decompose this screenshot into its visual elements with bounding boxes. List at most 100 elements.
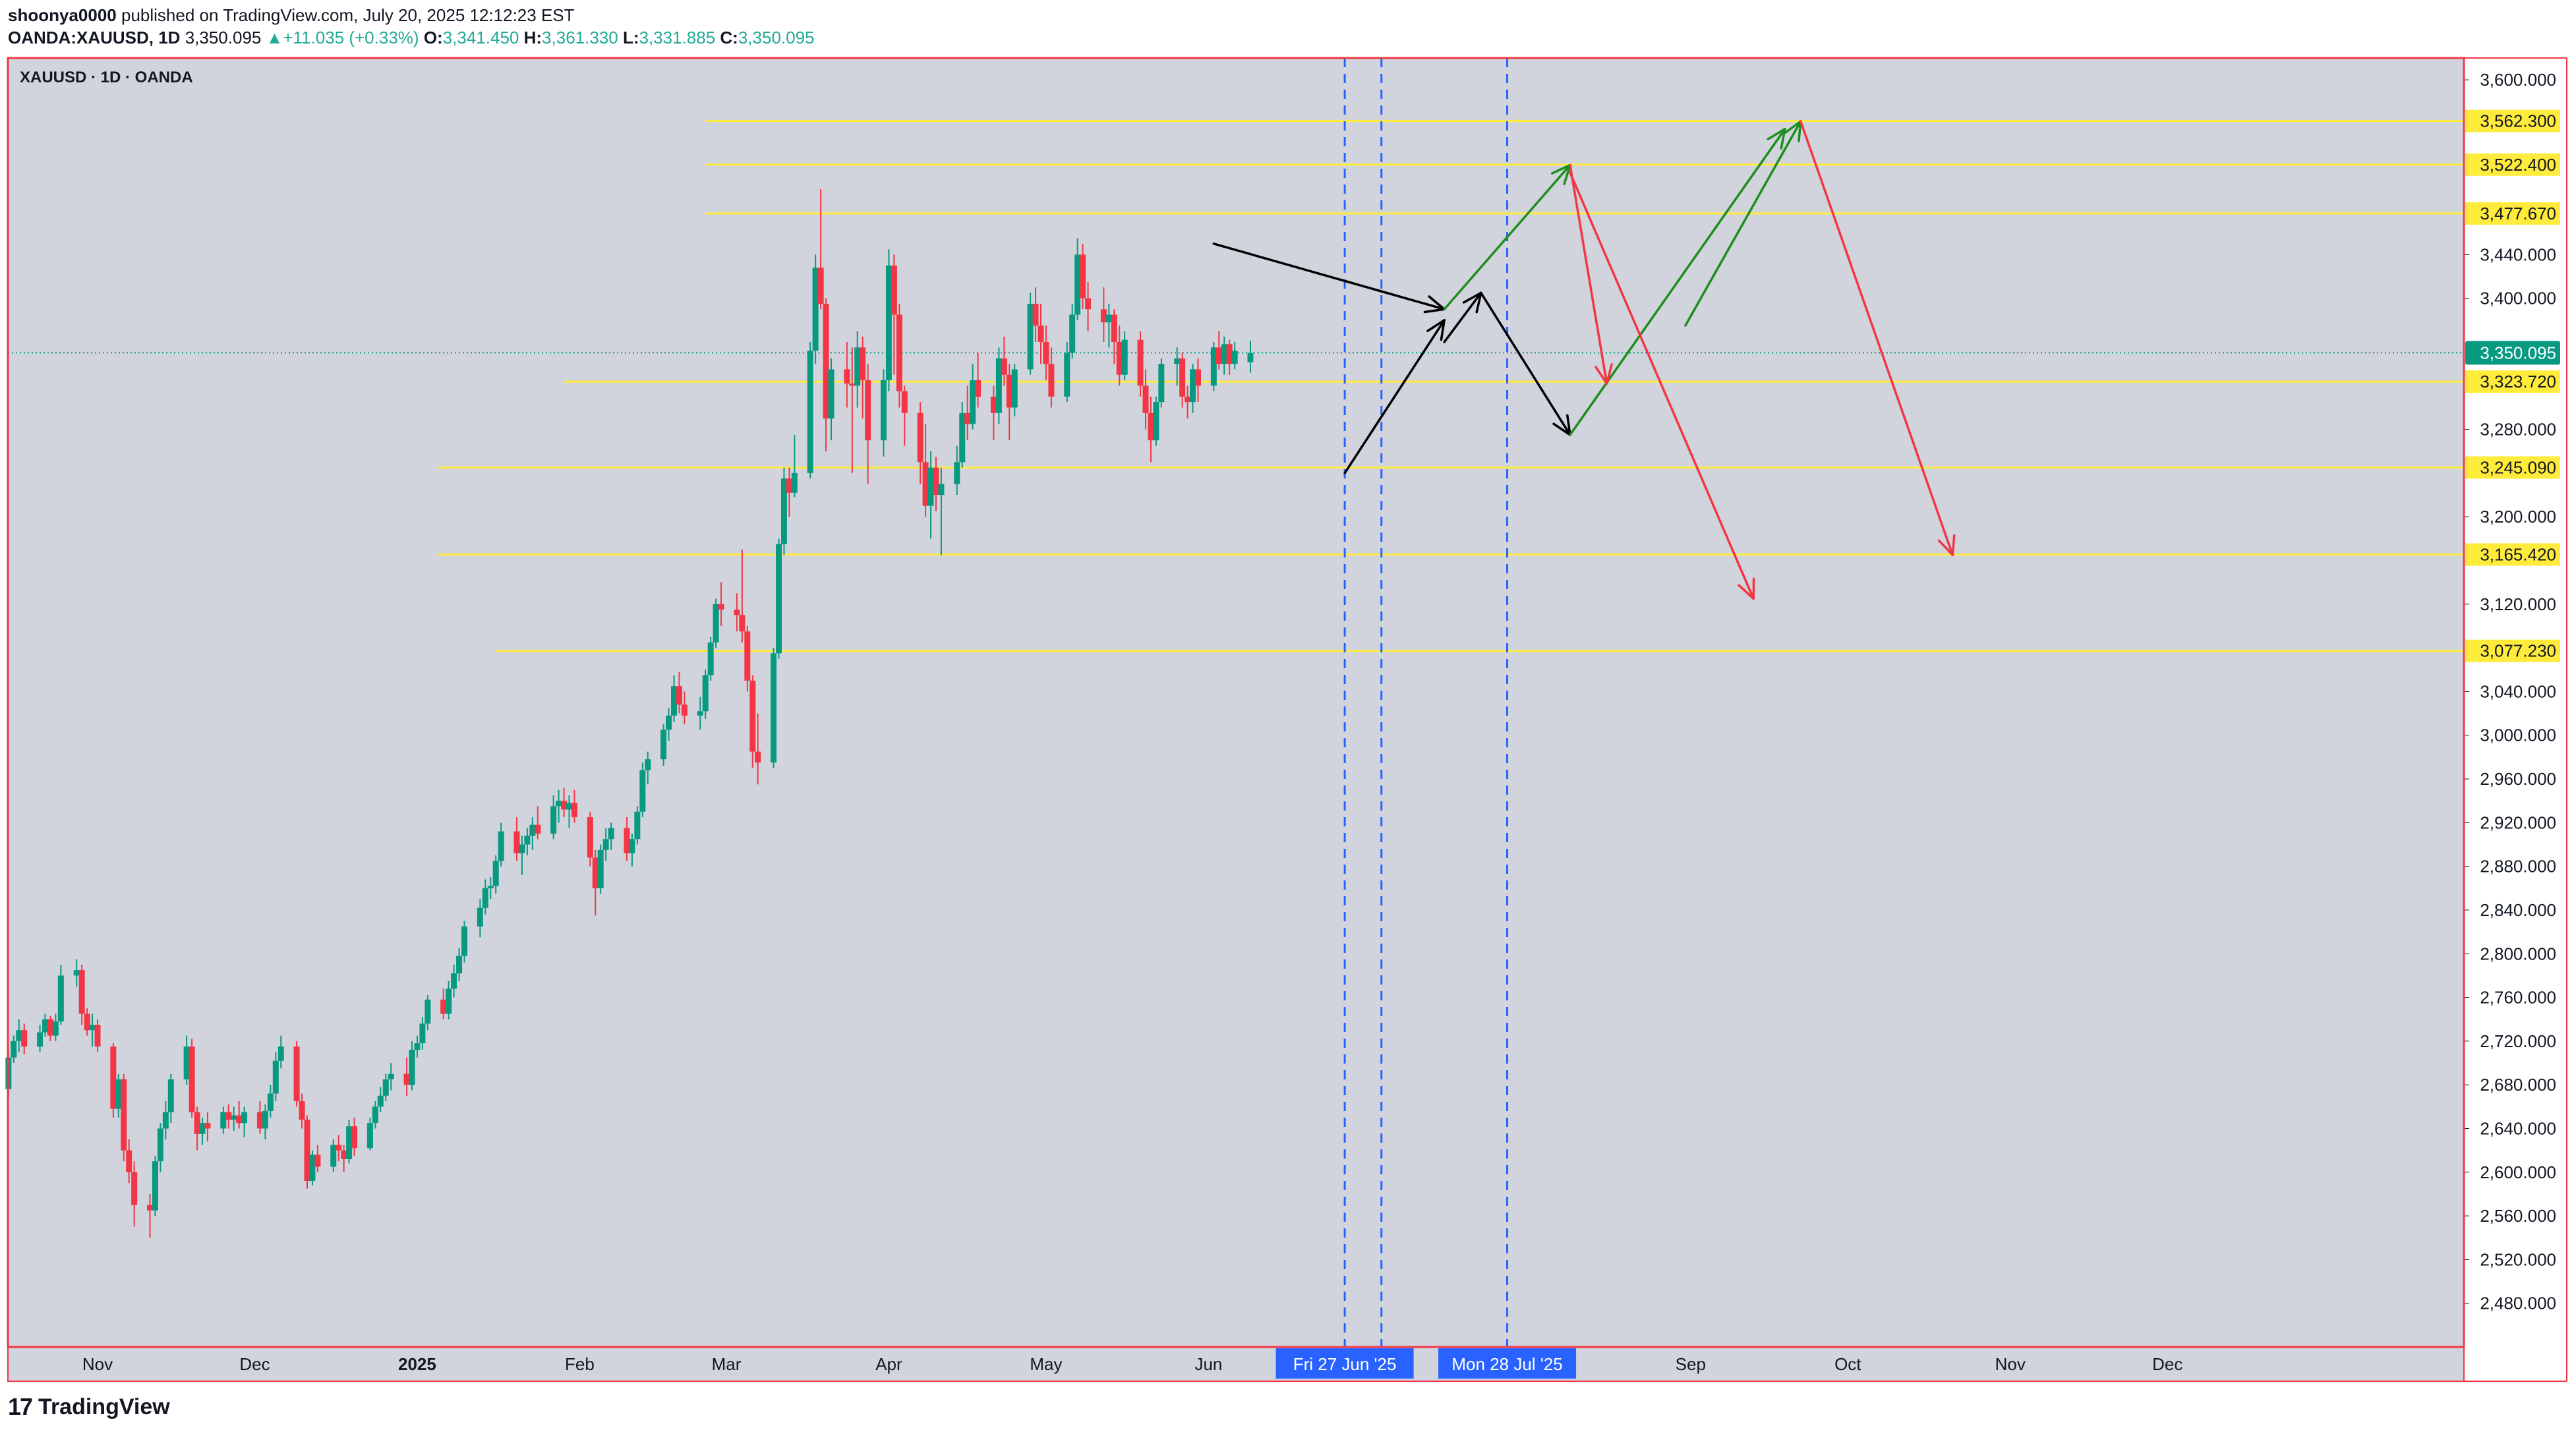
candle-body bbox=[885, 265, 892, 380]
tradingview-logo-icon: 17 bbox=[8, 1393, 33, 1420]
candle-body bbox=[419, 1023, 426, 1044]
tradingview-logo[interactable]: 17 TradingView bbox=[8, 1392, 170, 1422]
candle-body bbox=[697, 711, 703, 716]
ohlc-legend: OANDA:XAUUSD, 1D 3,350.095 ▲+11.035 (+0.… bbox=[8, 26, 815, 49]
price-tick-label: 3,200.000 bbox=[2480, 507, 2556, 527]
candle-body bbox=[189, 1046, 195, 1112]
candle-body bbox=[938, 484, 945, 496]
price-level-tag bbox=[2465, 639, 2560, 662]
candle bbox=[194, 1106, 200, 1151]
candle-body bbox=[1137, 339, 1144, 386]
close-label: C: bbox=[720, 28, 738, 47]
candle-body bbox=[336, 1145, 342, 1151]
candle-body bbox=[995, 358, 1002, 413]
candle bbox=[57, 964, 64, 1025]
candle-body bbox=[115, 1079, 122, 1109]
candle bbox=[37, 1025, 44, 1052]
candle bbox=[970, 364, 976, 430]
candle-body bbox=[807, 351, 813, 473]
candle-body bbox=[602, 839, 609, 850]
candle bbox=[351, 1117, 358, 1156]
candle bbox=[744, 625, 751, 692]
candle bbox=[561, 787, 568, 818]
candle-body bbox=[519, 844, 525, 853]
candle bbox=[927, 451, 934, 539]
time-tick-label: Mar bbox=[712, 1354, 742, 1374]
price-axis[interactable]: 3,600.000 3,440.000 3,400.000 3,280.000 3,20… bbox=[2464, 70, 2560, 1313]
price-level-label: 3,077.230 bbox=[2480, 641, 2556, 661]
candle bbox=[629, 833, 635, 867]
candle-body bbox=[828, 369, 834, 419]
candle-body bbox=[414, 1043, 421, 1050]
candle-body bbox=[1048, 364, 1055, 397]
time-axis-background bbox=[8, 1347, 2464, 1381]
candle bbox=[1226, 339, 1233, 375]
candle bbox=[891, 254, 897, 375]
time-tick-label: Sep bbox=[1676, 1354, 1706, 1374]
candle-body bbox=[707, 642, 714, 675]
candle bbox=[990, 386, 997, 441]
price-tick-label: 2,880.000 bbox=[2480, 857, 2556, 876]
candle-body bbox=[487, 886, 494, 888]
candle bbox=[639, 762, 646, 818]
candle bbox=[1231, 341, 1238, 370]
candle-body bbox=[351, 1126, 358, 1149]
price-tick-label: 3,120.000 bbox=[2480, 594, 2556, 614]
price-tick-label: 3,000.000 bbox=[2480, 726, 2556, 745]
price-levels bbox=[8, 120, 2464, 652]
time-tick-label: Oct bbox=[1834, 1354, 1861, 1374]
candle-body bbox=[1011, 369, 1018, 408]
candle-body bbox=[608, 828, 614, 840]
candle-body bbox=[1195, 369, 1201, 386]
candle-body bbox=[152, 1161, 158, 1211]
candle-body bbox=[267, 1093, 274, 1111]
candle-body bbox=[204, 1123, 211, 1129]
candle-body bbox=[865, 380, 871, 441]
candle bbox=[896, 303, 902, 408]
time-axis[interactable]: NovDec2025FebMarAprMayJun'25SepOctNovDec… bbox=[82, 1348, 2183, 1379]
candle-body bbox=[47, 1019, 53, 1036]
candle-body bbox=[629, 839, 635, 853]
arrow-line bbox=[1569, 171, 1755, 600]
candle-body bbox=[817, 268, 824, 304]
candle bbox=[1185, 386, 1191, 419]
candle bbox=[1148, 396, 1154, 463]
candle bbox=[409, 1041, 415, 1091]
candle-body bbox=[970, 380, 976, 424]
candle-body bbox=[262, 1110, 268, 1129]
arrow-head bbox=[1937, 534, 1956, 556]
candle-body bbox=[167, 1079, 174, 1112]
candle bbox=[278, 1035, 284, 1069]
candle bbox=[121, 1073, 127, 1162]
price-level-label: 3,165.420 bbox=[2480, 545, 2556, 565]
candle bbox=[556, 789, 562, 823]
price-tick-label: 2,760.000 bbox=[2480, 988, 2556, 1008]
arrow-line bbox=[1443, 291, 1482, 343]
candle-body bbox=[624, 828, 630, 853]
candle-body bbox=[220, 1112, 227, 1129]
candle bbox=[828, 358, 834, 441]
candle-body bbox=[823, 303, 829, 419]
candle bbox=[388, 1063, 394, 1091]
candle bbox=[849, 347, 856, 473]
price-tick-label: 2,520.000 bbox=[2480, 1249, 2556, 1269]
candle bbox=[330, 1139, 337, 1172]
candle bbox=[461, 921, 467, 963]
time-tick-label: 2025 bbox=[398, 1354, 436, 1374]
candle bbox=[377, 1087, 384, 1112]
candle-body bbox=[1105, 314, 1112, 323]
candle-body bbox=[844, 369, 850, 384]
candle bbox=[881, 369, 887, 457]
candle bbox=[524, 828, 531, 856]
author-name[interactable]: shoonya0000 bbox=[8, 5, 117, 25]
candle bbox=[1153, 396, 1159, 446]
price-level-tag bbox=[2465, 543, 2560, 566]
time-tick-label: Nov bbox=[1995, 1354, 2026, 1374]
candle-body bbox=[566, 803, 572, 810]
candle-body bbox=[1006, 374, 1012, 408]
candle-body bbox=[1247, 353, 1254, 362]
candle bbox=[498, 822, 504, 867]
candle-body bbox=[954, 462, 960, 484]
candle bbox=[1121, 331, 1128, 380]
